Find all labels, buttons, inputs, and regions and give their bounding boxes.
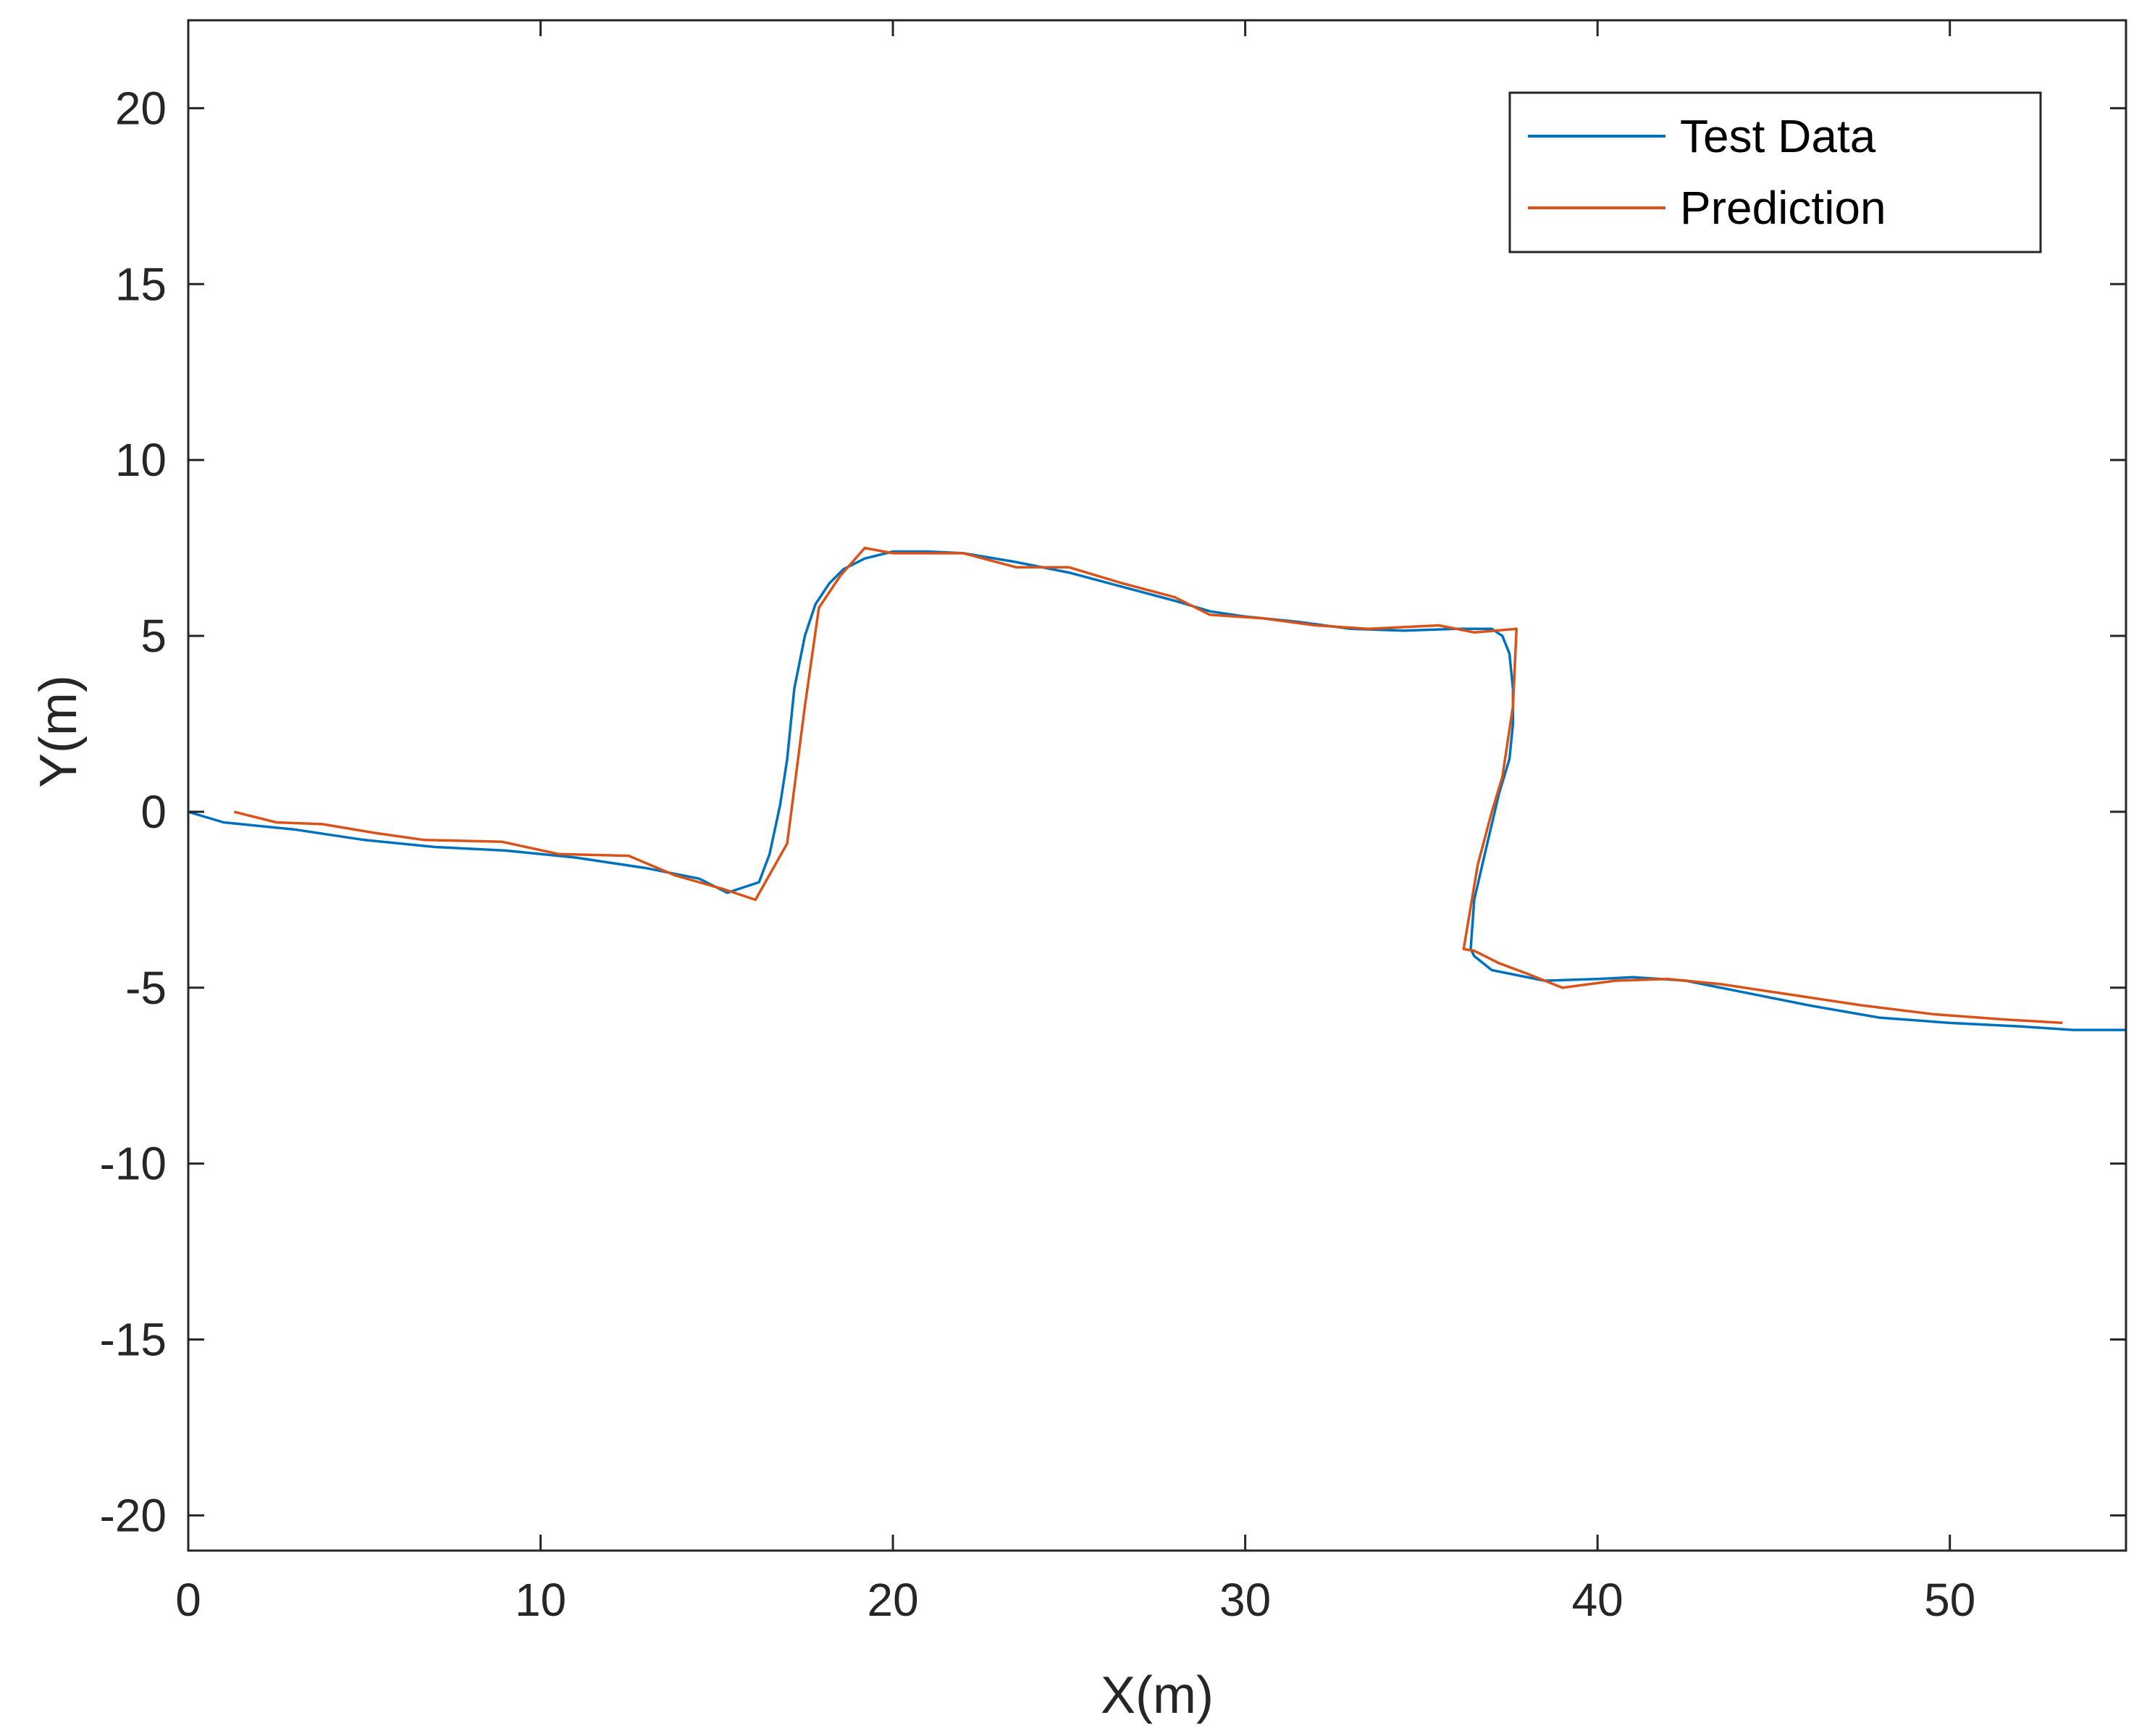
- legend-box: [1508, 91, 2042, 253]
- series-line-prediction: [233, 546, 2063, 1025]
- y-tick-label: 15: [115, 258, 167, 310]
- y-tick-label: 20: [115, 82, 167, 134]
- x-tick-label: 0: [175, 1574, 201, 1626]
- plot-area: [188, 20, 2126, 1551]
- y-tick-label: 0: [140, 786, 167, 838]
- legend-label-prediction: Prediction: [1680, 182, 1886, 234]
- y-axis-label: Y(m): [30, 675, 88, 788]
- y-tick-label: 5: [140, 610, 167, 662]
- y-tick-label: -10: [100, 1138, 167, 1190]
- x-axis-label: X(m): [1101, 1666, 1214, 1724]
- x-tick-label: 20: [867, 1574, 918, 1626]
- y-tick-label: -15: [100, 1314, 167, 1366]
- x-tick-label: 40: [1572, 1574, 1623, 1626]
- series-layer: [188, 546, 2126, 1031]
- legend-label-test-data: Test Data: [1680, 110, 1876, 162]
- y-tick-label: 10: [115, 434, 167, 486]
- x-tick-label: 30: [1219, 1574, 1271, 1626]
- plot-frame: [187, 19, 2127, 1552]
- x-tick-label: 50: [1924, 1574, 1975, 1626]
- tick-layer: 0 10 20 30 40 50 -20 -15 -10 -5 0 5 10 15 20: [100, 20, 2126, 1626]
- y-tick-label: -5: [125, 962, 167, 1014]
- x-tick-label: 10: [515, 1574, 566, 1626]
- y-tick-label: -20: [100, 1489, 167, 1541]
- legend: Test Data Prediction: [1508, 91, 2042, 253]
